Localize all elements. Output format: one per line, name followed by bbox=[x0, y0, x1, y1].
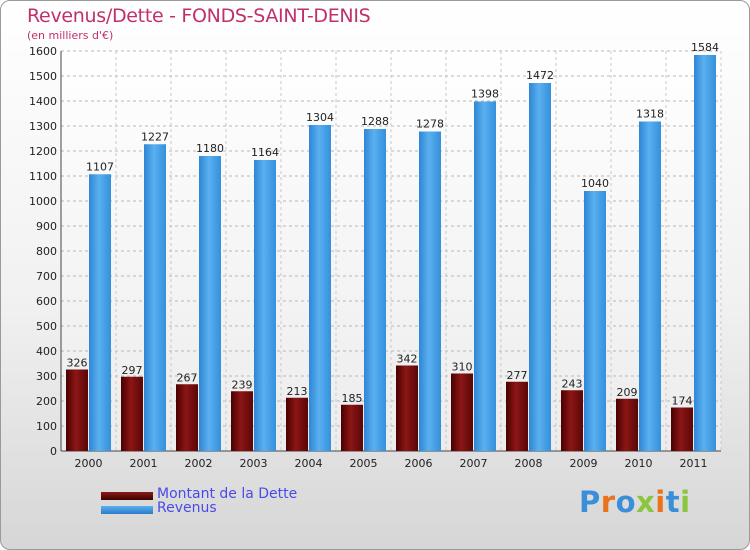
data-label-revenue-2004: 1304 bbox=[306, 111, 334, 124]
bar-debt-2009 bbox=[561, 390, 583, 451]
y-tick-label: 400 bbox=[36, 345, 57, 358]
bar-debt-2007 bbox=[451, 373, 473, 451]
x-tick-label-2002: 2002 bbox=[185, 457, 213, 470]
x-tick-label-2004: 2004 bbox=[295, 457, 323, 470]
data-label-revenue-2000: 1107 bbox=[86, 160, 114, 173]
bar-revenue-2003 bbox=[254, 160, 276, 451]
legend-label-debt: Montant de la Dette bbox=[157, 486, 298, 502]
data-label-revenue-2008: 1472 bbox=[526, 69, 554, 82]
data-label-revenue-2006: 1278 bbox=[416, 118, 444, 131]
data-label-debt-2002: 267 bbox=[177, 371, 198, 384]
data-label-revenue-2003: 1164 bbox=[251, 146, 279, 159]
brand-logo-letter: i bbox=[655, 485, 666, 519]
legend-swatch-revenue bbox=[101, 506, 153, 514]
y-tick-label: 600 bbox=[36, 295, 57, 308]
data-label-debt-2005: 185 bbox=[342, 392, 363, 405]
data-label-debt-2009: 243 bbox=[562, 377, 583, 390]
x-tick-label-2009: 2009 bbox=[570, 457, 598, 470]
bar-debt-2011 bbox=[671, 407, 693, 451]
y-tick-label: 1300 bbox=[29, 120, 57, 133]
bar-revenue-2002 bbox=[199, 156, 221, 451]
bar-revenue-2008 bbox=[529, 83, 551, 451]
y-tick-label: 900 bbox=[36, 220, 57, 233]
bar-debt-2000 bbox=[66, 369, 88, 451]
bar-revenue-2011 bbox=[694, 55, 716, 451]
y-tick-label: 1200 bbox=[29, 145, 57, 158]
data-label-debt-2010: 209 bbox=[617, 386, 638, 399]
x-tick-label-2000: 2000 bbox=[75, 457, 103, 470]
x-tick-label-2005: 2005 bbox=[350, 457, 378, 470]
chart-subtitle: (en milliers d'€) bbox=[27, 29, 114, 42]
brand-logo-letter: t bbox=[665, 485, 681, 519]
x-tick-label-2006: 2006 bbox=[405, 457, 433, 470]
brand-logo-letter: P bbox=[579, 485, 601, 519]
bar-debt-2008 bbox=[506, 381, 528, 451]
bar-debt-2010 bbox=[616, 398, 638, 451]
data-label-debt-2003: 239 bbox=[232, 378, 253, 391]
bar-debt-2005 bbox=[341, 404, 363, 451]
x-tick-label-2011: 2011 bbox=[680, 457, 708, 470]
data-label-debt-2004: 213 bbox=[287, 385, 308, 398]
bar-revenue-2000 bbox=[89, 174, 111, 451]
brand-logo-letter: x bbox=[636, 485, 656, 519]
brand-logo: Proxiti bbox=[579, 485, 691, 519]
x-tick-label-2007: 2007 bbox=[460, 457, 488, 470]
x-tick-label-2001: 2001 bbox=[130, 457, 158, 470]
y-tick-label: 100 bbox=[36, 420, 57, 433]
y-tick-label: 1000 bbox=[29, 195, 57, 208]
brand-logo-letter: i bbox=[680, 485, 691, 519]
brand-logo-letter: r bbox=[600, 485, 616, 519]
bar-revenue-2007 bbox=[474, 101, 496, 451]
data-label-debt-2001: 297 bbox=[122, 364, 143, 377]
data-label-revenue-2001: 1227 bbox=[141, 130, 169, 143]
data-label-revenue-2002: 1180 bbox=[196, 142, 224, 155]
bar-debt-2006 bbox=[396, 365, 418, 451]
y-tick-label: 1100 bbox=[29, 170, 57, 183]
chart-title: Revenus/Dette - FONDS-SAINT-DENIS bbox=[27, 5, 371, 27]
x-tick-label-2010: 2010 bbox=[625, 457, 653, 470]
data-label-revenue-2011: 1584 bbox=[691, 41, 719, 54]
bar-debt-2003 bbox=[231, 391, 253, 451]
data-label-debt-2006: 342 bbox=[397, 353, 418, 366]
y-tick-label: 0 bbox=[50, 445, 57, 458]
data-label-debt-2008: 277 bbox=[507, 369, 528, 382]
y-tick-label: 300 bbox=[36, 370, 57, 383]
y-tick-label: 200 bbox=[36, 395, 57, 408]
y-tick-label: 1400 bbox=[29, 95, 57, 108]
y-tick-label: 1500 bbox=[29, 70, 57, 83]
data-label-debt-2011: 174 bbox=[672, 395, 693, 408]
data-label-revenue-2005: 1288 bbox=[361, 115, 389, 128]
bar-revenue-2010 bbox=[639, 121, 661, 451]
data-label-debt-2007: 310 bbox=[452, 361, 473, 374]
bar-revenue-2004 bbox=[309, 125, 331, 451]
data-label-revenue-2010: 1318 bbox=[636, 108, 664, 121]
y-tick-label: 800 bbox=[36, 245, 57, 258]
legend-label-revenue: Revenus bbox=[157, 500, 217, 516]
data-label-debt-2000: 326 bbox=[67, 357, 88, 370]
legend-swatch-debt bbox=[101, 492, 153, 500]
bar-debt-2004 bbox=[286, 397, 308, 451]
bar-revenue-2009 bbox=[584, 191, 606, 451]
bar-revenue-2006 bbox=[419, 131, 441, 451]
bar-revenue-2001 bbox=[144, 144, 166, 451]
bar-debt-2001 bbox=[121, 376, 143, 451]
bar-debt-2002 bbox=[176, 384, 198, 451]
brand-logo-letter: o bbox=[615, 485, 637, 519]
bar-revenue-2005 bbox=[364, 129, 386, 451]
y-tick-label: 500 bbox=[36, 320, 57, 333]
data-label-revenue-2007: 1398 bbox=[471, 88, 499, 101]
x-tick-label-2008: 2008 bbox=[515, 457, 543, 470]
y-tick-label: 1600 bbox=[29, 45, 57, 58]
x-tick-label-2003: 2003 bbox=[240, 457, 268, 470]
y-tick-label: 700 bbox=[36, 270, 57, 283]
data-label-revenue-2009: 1040 bbox=[581, 177, 609, 190]
